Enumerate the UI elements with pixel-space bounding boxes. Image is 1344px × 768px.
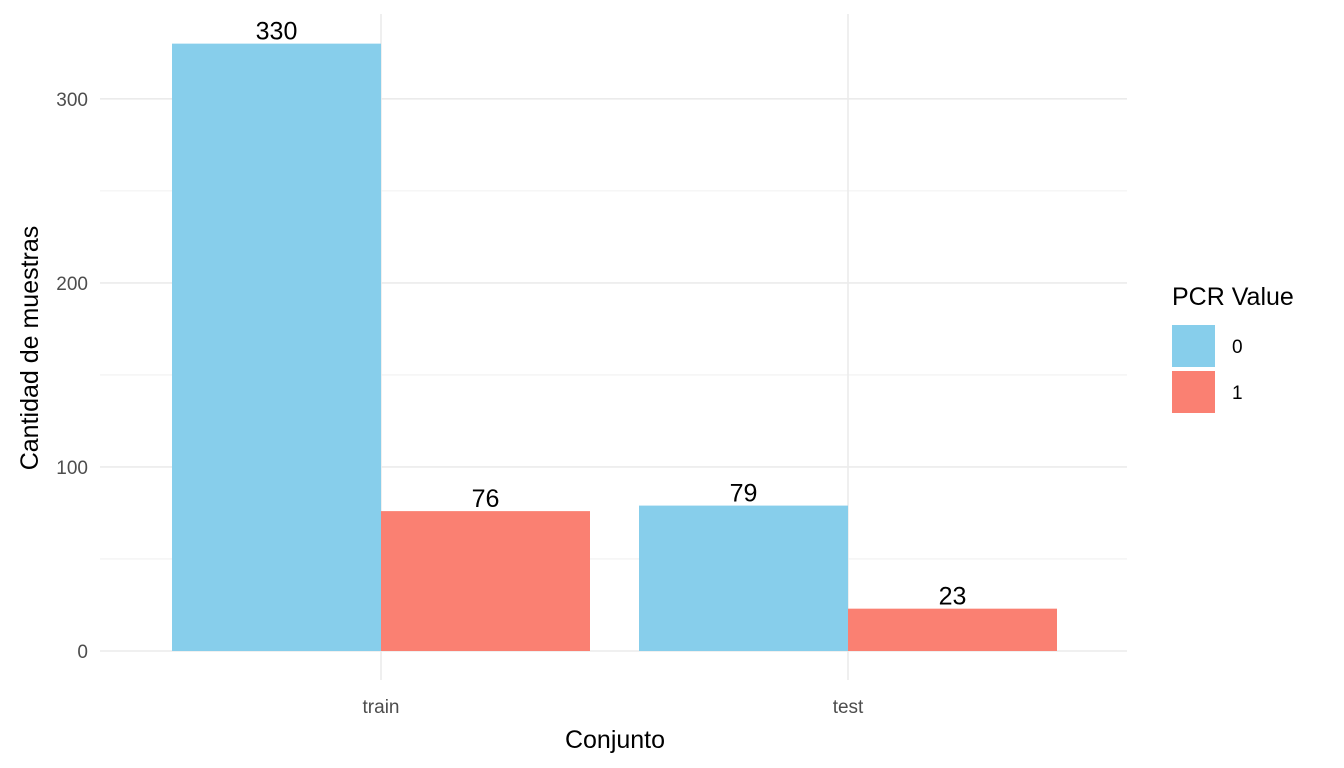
bar-test-1 xyxy=(848,608,1057,651)
x-tick-label: test xyxy=(833,697,864,718)
y-tick-label: 0 xyxy=(77,642,88,663)
y-tick-label: 300 xyxy=(56,90,88,111)
bar-test-0 xyxy=(639,505,848,651)
x-tick-label: train xyxy=(363,697,400,718)
legend-key-1 xyxy=(1172,371,1215,413)
legend-label: 0 xyxy=(1232,337,1243,358)
y-axis-title: Cantidad de muestras xyxy=(16,226,44,471)
x-axis-title: Conjunto xyxy=(565,726,665,754)
y-tick-label: 100 xyxy=(56,458,88,479)
legend: PCR Value 01 xyxy=(1172,283,1294,413)
axis-layer: 0 100 200 300 train test xyxy=(56,90,864,718)
data-label-layer: 330 76 79 23 xyxy=(256,18,967,611)
bar-train-1 xyxy=(381,511,590,651)
y-tick-label: 200 xyxy=(56,274,88,295)
legend-title: PCR Value xyxy=(1172,283,1294,311)
legend-key-0 xyxy=(1172,325,1215,367)
data-label: 23 xyxy=(939,583,967,611)
data-label: 79 xyxy=(730,480,758,508)
legend-label: 1 xyxy=(1232,383,1243,404)
bar-layer xyxy=(172,43,1057,651)
bar-train-0 xyxy=(172,43,381,651)
legend-items: 01 xyxy=(1172,325,1243,413)
data-label: 330 xyxy=(256,18,298,46)
data-label: 76 xyxy=(472,485,500,513)
